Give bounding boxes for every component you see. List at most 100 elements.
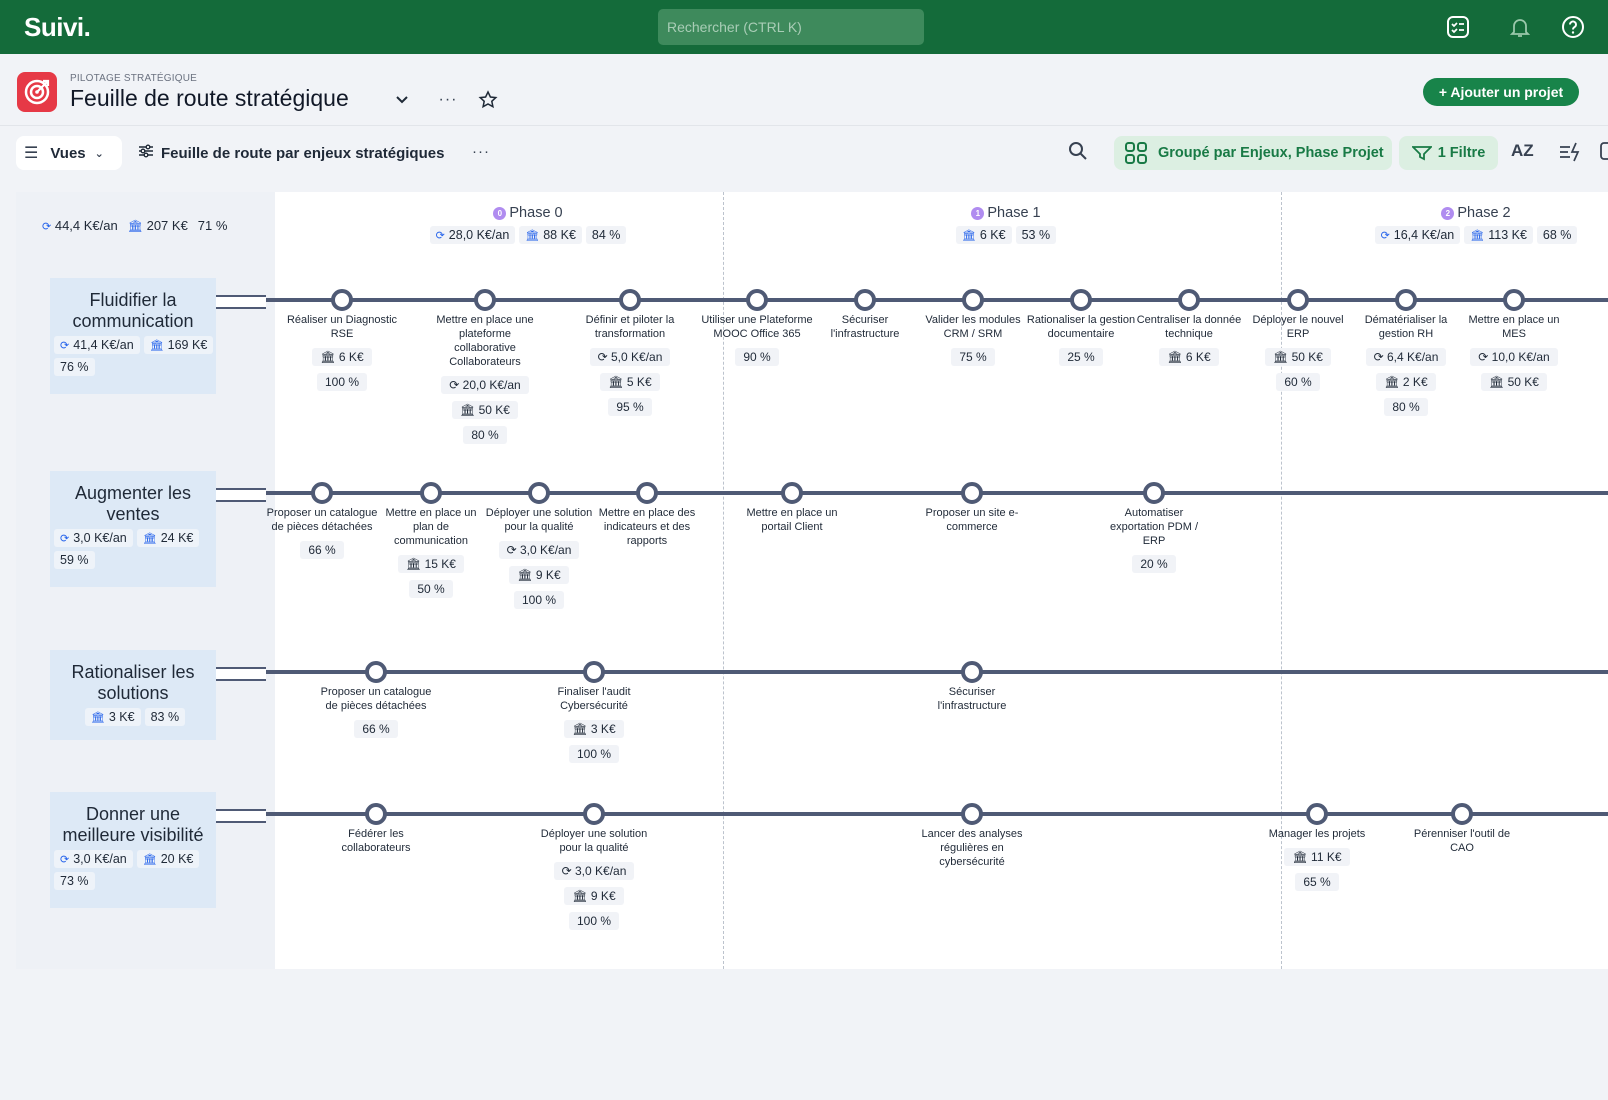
automation-icon[interactable] — [1558, 141, 1584, 168]
milestone-node[interactable] — [420, 482, 442, 504]
milestone-label: Mettre en place un MES — [1468, 314, 1560, 340]
view-more-button[interactable]: ··· — [472, 143, 490, 160]
search-icon[interactable] — [1068, 141, 1090, 163]
milestone-node[interactable] — [962, 289, 984, 311]
more-options-button[interactable]: ··· — [438, 91, 458, 108]
milestone[interactable]: Valider les modules CRM / SRM 75 % — [913, 289, 1033, 366]
milestone-label: Mettre en place un portail Client — [746, 507, 838, 533]
milestone-node[interactable] — [311, 482, 333, 504]
milestone[interactable]: Définir et piloter la transformation ⟳ 5,… — [570, 289, 690, 416]
milestone-node[interactable] — [619, 289, 641, 311]
milestone-chip: ⟳ 10,0 K€/an — [1470, 348, 1558, 366]
phase-recurrent-chip: ⟳ 16,4 K€/an — [1374, 226, 1461, 244]
milestone[interactable]: Proposer un catalogue de pièces détachée… — [262, 482, 382, 559]
milestone[interactable]: Fédérer les collaborateurs — [316, 803, 436, 855]
row-label-augmenter[interactable]: Augmenter les ventes ⟳ 3,0 K€/an 🏛 24 K€ 5… — [50, 471, 216, 587]
group-by-button[interactable]: Groupé par Enjeux, Phase Projet — [1114, 136, 1392, 170]
milestone[interactable]: Mettre en place un portail Client — [732, 482, 852, 534]
milestone-chip: 🏛 50 K€ — [1481, 373, 1547, 391]
milestone[interactable]: Proposer un catalogue de pièces détachée… — [316, 661, 436, 738]
milestone-chip: ⟳ 20,0 K€/an — [441, 376, 529, 394]
board-totals: ⟳ 44,4 K€/an 🏛 207 K€ 71 % — [42, 218, 227, 233]
phase-title: Phase 2 — [1457, 205, 1511, 221]
sort-az-button[interactable]: AZ — [1511, 141, 1534, 160]
milestone-node[interactable] — [961, 661, 983, 683]
milestone-node[interactable] — [583, 803, 605, 825]
group-grid-icon — [1125, 142, 1147, 164]
phase-budget-chip: 🏛 88 K€ — [519, 226, 582, 244]
milestone[interactable]: Lancer des analyses régulières en cybers… — [912, 803, 1032, 869]
breadcrumb[interactable]: PILOTAGE STRATÉGIQUE — [70, 73, 197, 84]
milestone-node[interactable] — [474, 289, 496, 311]
milestone[interactable]: Déployer une solution pour la qualité ⟳ 3… — [479, 482, 599, 609]
bell-icon[interactable] — [1507, 14, 1533, 40]
help-icon[interactable] — [1560, 14, 1586, 40]
top-bar: Suivi. Rechercher (CTRL K) — [0, 0, 1608, 54]
row-progress-chip: 83 % — [144, 708, 186, 726]
tasks-icon[interactable] — [1445, 14, 1471, 40]
milestone-node[interactable] — [961, 482, 983, 504]
budget-icon: 🏛 — [1470, 229, 1485, 242]
milestone-node[interactable] — [528, 482, 550, 504]
suivi-logo[interactable]: Suivi. — [24, 12, 91, 42]
milestone[interactable]: Utiliser une Plateforme MOOC Office 365 9… — [697, 289, 817, 366]
milestone-chip: 66 % — [300, 541, 344, 559]
milestone-node[interactable] — [583, 661, 605, 683]
milestone-chip: 100 % — [513, 591, 565, 609]
milestone[interactable]: Finaliser l'audit Cybersécurité 🏛 3 K€ 100… — [534, 661, 654, 763]
milestone-node[interactable] — [1178, 289, 1200, 311]
star-icon[interactable] — [478, 90, 498, 110]
milestone-node[interactable] — [636, 482, 658, 504]
milestone-node[interactable] — [1287, 289, 1309, 311]
row-label-rationaliser[interactable]: Rationaliser les solutions 🏛 3 K€ 83 % — [50, 650, 216, 740]
current-view-name[interactable]: Feuille de route par enjeux stratégiques — [138, 144, 444, 162]
milestone[interactable]: Rationaliser la gestion documentaire 25 % — [1021, 289, 1141, 366]
milestone[interactable]: Centraliser la donnée technique 🏛 6 K€ — [1129, 289, 1249, 366]
milestone-node[interactable] — [1070, 289, 1092, 311]
row-name: Donner une meilleure visibilité — [62, 804, 204, 845]
milestone[interactable]: Mettre en place un plan de communication… — [371, 482, 491, 598]
layout-icon[interactable] — [1600, 141, 1608, 166]
milestone[interactable]: Mettre en place une plateforme collabora… — [425, 289, 545, 444]
budget-icon: 🏛 — [961, 229, 976, 242]
milestone-node[interactable] — [1306, 803, 1328, 825]
milestone[interactable]: Déployer le nouvel ERP 🏛 50 K€ 60 % — [1238, 289, 1358, 391]
phase-divider — [1281, 192, 1282, 969]
milestone[interactable]: Pérenniser l'outil de CAO — [1402, 803, 1522, 855]
views-dropdown[interactable]: ☰ Vues ⌄ — [16, 136, 122, 170]
milestone[interactable]: Sécuriser l'infrastructure — [912, 661, 1032, 713]
milestone[interactable]: Dématérialiser la gestion RH ⟳ 6,4 K€/an 🏛… — [1346, 289, 1466, 416]
milestone[interactable]: Mettre en place des indicateurs et des r… — [587, 482, 707, 548]
phase-title: Phase 0 — [509, 205, 563, 221]
milestone-node[interactable] — [1451, 803, 1473, 825]
milestone[interactable]: Sécuriser l'infrastructure — [805, 289, 925, 341]
milestone[interactable]: Proposer un site e-commerce — [912, 482, 1032, 534]
row-progress-chip: 76 % — [54, 358, 95, 376]
milestone-node[interactable] — [961, 803, 983, 825]
milestone-node[interactable] — [1503, 289, 1525, 311]
milestone[interactable]: Mettre en place un MES ⟳ 10,0 K€/an 🏛 50 K… — [1454, 289, 1574, 391]
milestone-node[interactable] — [365, 661, 387, 683]
add-project-button[interactable]: + Ajouter un projet — [1423, 78, 1579, 106]
milestone-node[interactable] — [1395, 289, 1417, 311]
milestone-node[interactable] — [365, 803, 387, 825]
milestone-node[interactable] — [1143, 482, 1165, 504]
phase-progress-chip: 53 % — [1015, 226, 1057, 244]
milestone[interactable]: Déployer une solution pour la qualité ⟳ 3… — [534, 803, 654, 930]
filter-button[interactable]: 1 Filtre — [1399, 136, 1498, 170]
milestone-node[interactable] — [781, 482, 803, 504]
menu-icon: ☰ — [24, 145, 39, 162]
milestone-node[interactable] — [854, 289, 876, 311]
budget-icon: 🏛 — [142, 532, 157, 545]
milestone[interactable]: Manager les projets 🏛 11 K€ 65 % — [1257, 803, 1377, 891]
row-label-visibilite[interactable]: Donner une meilleure visibilité ⟳ 3,0 K€/… — [50, 792, 216, 908]
milestone-node[interactable] — [331, 289, 353, 311]
row-label-fluidifier[interactable]: Fluidifier la communication ⟳ 41,4 K€/an … — [50, 278, 216, 394]
global-search-input[interactable]: Rechercher (CTRL K) — [658, 9, 924, 45]
chevron-down-icon[interactable] — [392, 90, 412, 110]
milestone[interactable]: Automatiser exportation PDM / ERP 20 % — [1094, 482, 1214, 573]
milestone-chip: 95 % — [608, 398, 652, 416]
milestone-node[interactable] — [746, 289, 768, 311]
milestone-label: Réaliser un Diagnostic RSE — [286, 314, 398, 340]
milestone[interactable]: Réaliser un Diagnostic RSE 🏛 6 K€ 100 % — [282, 289, 402, 391]
